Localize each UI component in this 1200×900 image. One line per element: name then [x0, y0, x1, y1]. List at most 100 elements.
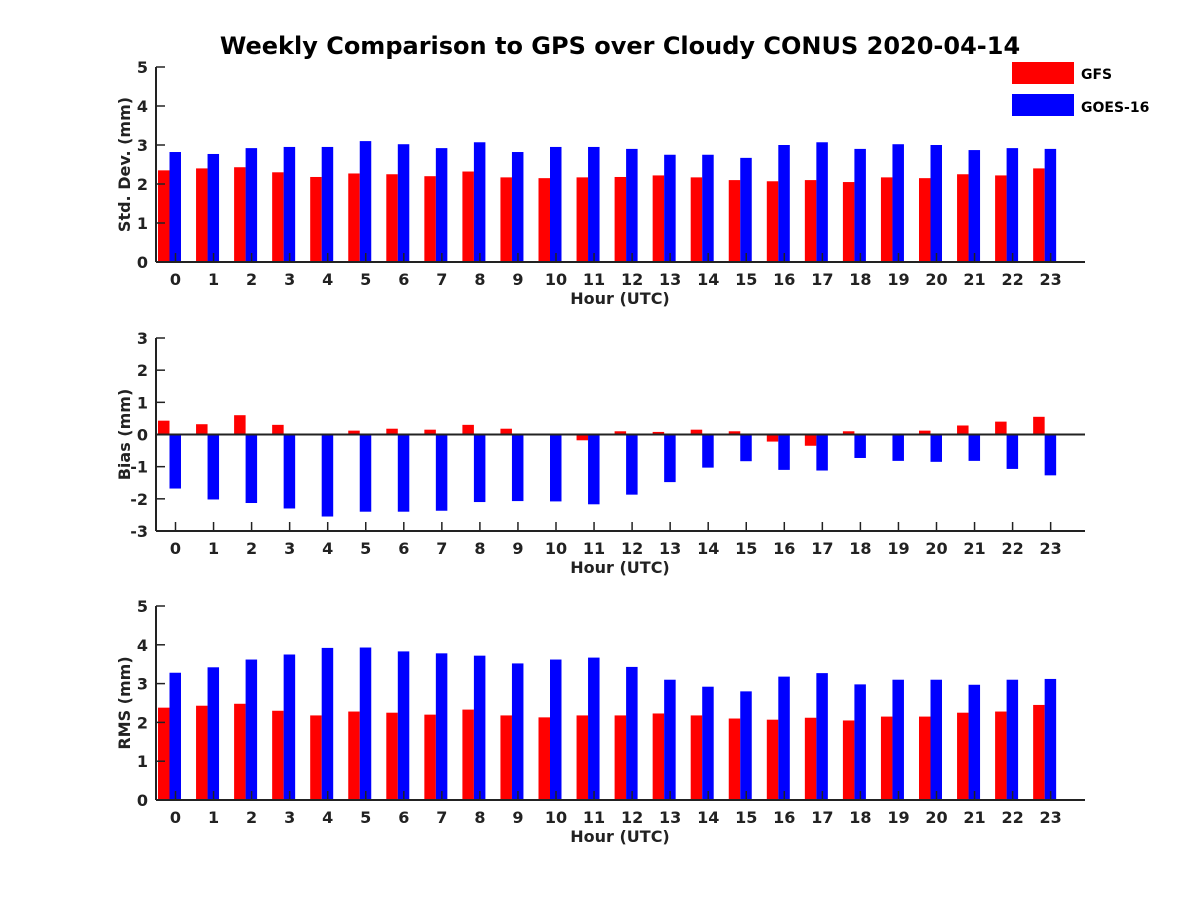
bar-goes16-hour-17: [816, 673, 828, 800]
x-tick-label: 21: [963, 539, 985, 558]
bar-goes16-hour-0: [169, 672, 181, 800]
bar-goes16-hour-3: [283, 146, 296, 262]
bar-goes16-hour-10: [550, 146, 562, 262]
bar-gfs-hour-8: [462, 709, 474, 800]
bar-goes16-hour-18: [854, 684, 866, 800]
x-tick-label: 6: [398, 808, 409, 827]
bar-goes16-hour-21: [968, 434, 981, 461]
y-tick-label: 5: [137, 58, 148, 77]
bar-goes16-hour-23: [1044, 148, 1057, 262]
x-tick-label: 23: [1040, 808, 1062, 827]
bar-gfs-hour-4: [310, 176, 322, 262]
bar-gfs-hour-6: [386, 428, 398, 435]
y-tick-label: 4: [137, 636, 148, 655]
x-tick-label: 16: [773, 270, 795, 289]
bar-goes16-hour-0: [169, 152, 181, 262]
x-tick-label: 3: [284, 808, 295, 827]
x-tick-label: 13: [659, 539, 681, 558]
x-tick-label: 20: [925, 270, 947, 289]
x-tick-label: 21: [963, 270, 985, 289]
bar-goes16-hour-20: [930, 145, 942, 262]
bar-gfs-hour-21: [957, 174, 969, 262]
bar-goes16-hour-23: [1044, 678, 1057, 800]
bar-gfs-hour-6: [386, 712, 398, 800]
bar-gfs-hour-12: [614, 715, 627, 800]
chart-title: Weekly Comparison to GPS over Cloudy CON…: [220, 32, 1020, 60]
bar-goes16-hour-11: [588, 657, 600, 800]
x-axis-label: Hour (UTC): [570, 558, 670, 577]
bar-goes16-hour-7: [435, 653, 448, 800]
x-tick-label: 14: [697, 270, 719, 289]
x-tick-label: 15: [735, 808, 757, 827]
x-tick-label: 9: [512, 539, 523, 558]
bar-gfs-hour-0: [158, 707, 170, 800]
bar-goes16-hour-13: [664, 679, 676, 800]
x-tick-label: 4: [322, 539, 333, 558]
legend: GFS GOES-16: [1012, 62, 1149, 116]
bar-goes16-hour-4: [321, 434, 334, 517]
bar-gfs-hour-16: [766, 181, 779, 262]
x-tick-label: 16: [773, 539, 795, 558]
y-tick-label: 0: [137, 426, 148, 445]
x-tick-label: 3: [284, 270, 295, 289]
bar-goes16-hour-8: [473, 434, 486, 503]
x-tick-label: 4: [322, 808, 333, 827]
x-tick-label: 9: [512, 270, 523, 289]
bar-goes16-hour-13: [664, 154, 676, 262]
bar-gfs-hour-17: [804, 434, 817, 446]
bar-goes16-hour-5: [359, 647, 372, 800]
bar-goes16-hour-10: [550, 659, 562, 800]
bar-goes16-hour-12: [626, 666, 638, 800]
x-tick-label: 7: [436, 539, 447, 558]
bar-gfs-hour-11: [576, 434, 589, 441]
bar-goes16-hour-8: [473, 655, 486, 800]
x-tick-label: 1: [208, 270, 219, 289]
bar-gfs-hour-21: [957, 425, 969, 435]
bar-goes16-hour-18: [854, 434, 866, 458]
bar-gfs-hour-8: [462, 171, 474, 262]
x-tick-label: 11: [583, 808, 605, 827]
x-tick-label: 19: [887, 808, 909, 827]
y-tick-label: 3: [137, 675, 148, 694]
x-tick-label: 20: [925, 539, 947, 558]
bar-goes16-hour-5: [359, 141, 372, 262]
bar-gfs-hour-23: [1033, 704, 1045, 800]
bar-gfs-hour-22: [995, 711, 1007, 800]
bar-gfs-hour-12: [614, 431, 627, 435]
bar-goes16-hour-20: [930, 434, 942, 462]
legend-label-gfs: GFS: [1081, 67, 1112, 83]
bar-gfs-hour-4: [310, 715, 322, 800]
bar-goes16-hour-2: [245, 434, 258, 504]
bar-gfs-hour-1: [196, 705, 208, 800]
bar-gfs-hour-13: [652, 431, 665, 435]
bar-goes16-hour-5: [359, 434, 372, 512]
bar-goes16-hour-2: [245, 659, 258, 800]
bar-goes16-hour-11: [588, 146, 600, 262]
bar-gfs-hour-5: [348, 173, 360, 262]
x-tick-label: 8: [474, 808, 485, 827]
legend-swatch-gfs: [1012, 62, 1074, 84]
bar-goes16-hour-17: [816, 434, 828, 471]
bar-gfs-hour-13: [652, 175, 665, 262]
bar-gfs-hour-23: [1033, 168, 1045, 262]
bar-goes16-hour-18: [854, 148, 866, 262]
bar-gfs-hour-0: [158, 170, 170, 262]
y-tick-label: -1: [130, 458, 148, 477]
bar-gfs-hour-0: [158, 420, 170, 435]
bar-goes16-hour-15: [740, 157, 752, 262]
bar-goes16-hour-14: [702, 154, 714, 262]
x-tick-label: 8: [474, 270, 485, 289]
bar-gfs-hour-6: [386, 174, 398, 262]
x-tick-label: 14: [697, 808, 719, 827]
bar-gfs-hour-10: [538, 178, 550, 262]
bar-goes16-hour-14: [702, 686, 714, 800]
x-tick-label: 6: [398, 539, 409, 558]
y-tick-label: 2: [137, 361, 148, 380]
x-tick-label: 5: [360, 270, 371, 289]
x-tick-label: 19: [887, 539, 909, 558]
bar-goes16-hour-19: [892, 679, 904, 800]
x-tick-label: 3: [284, 539, 295, 558]
